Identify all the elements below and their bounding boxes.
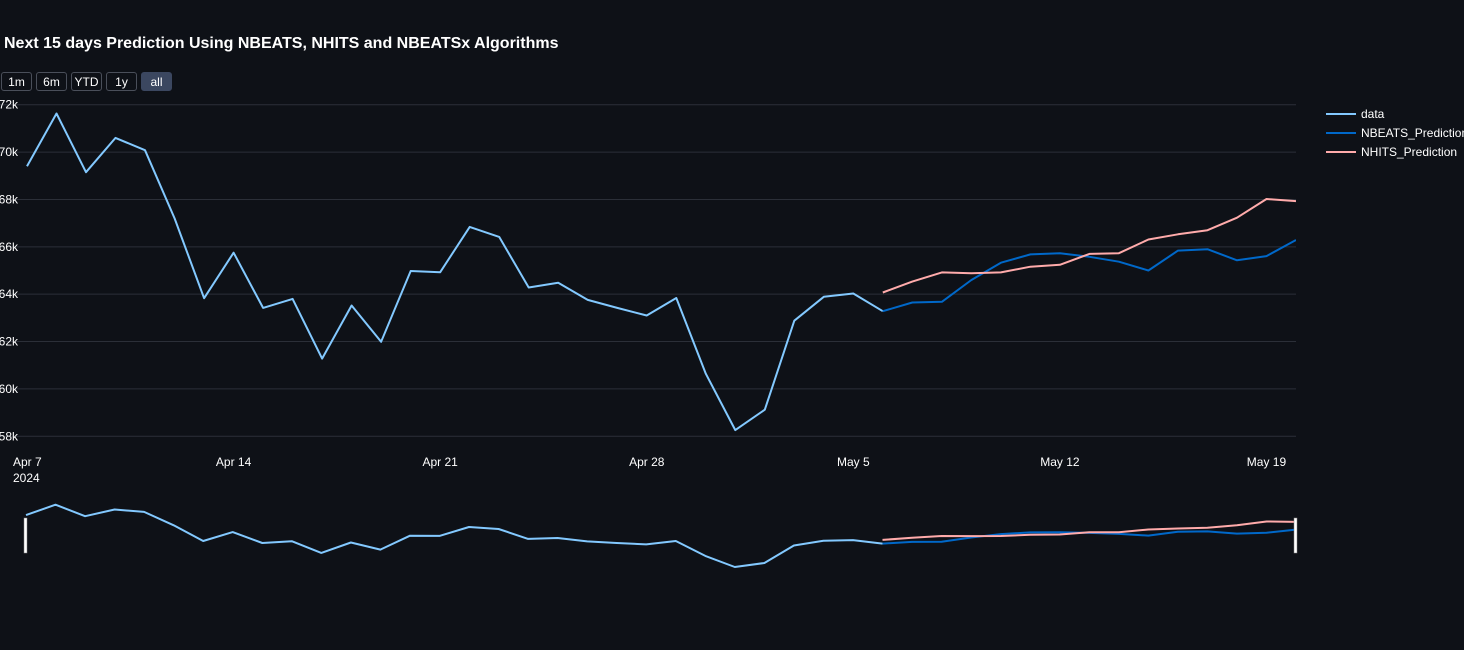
data-point-data[interactable]: [141, 146, 149, 154]
data-point-data[interactable]: [702, 370, 710, 378]
data-point-NHITS_Prediction[interactable]: [1233, 214, 1241, 222]
data-point-NBEATS_Prediction[interactable]: [879, 307, 887, 315]
data-point-data[interactable]: [82, 168, 90, 176]
data-point-NHITS_Prediction[interactable]: [1085, 250, 1093, 258]
data-point-NHITS_Prediction[interactable]: [879, 289, 887, 297]
data-point-data[interactable]: [761, 406, 769, 414]
x-tick-label: Apr 7: [13, 455, 42, 469]
x-axis: Apr 7 2024 Apr 14 Apr 21 Apr 28 May 5 May 12 Ma…: [13, 455, 1286, 485]
data-point-NHITS_Prediction[interactable]: [1144, 235, 1152, 243]
data-point-NHITS_Prediction[interactable]: [1292, 197, 1300, 205]
data-point-NHITS_Prediction[interactable]: [1115, 249, 1123, 257]
series-line-data[interactable]: [27, 114, 883, 431]
x-tick-label: Apr 14: [216, 455, 252, 469]
y-tick-label: 70k: [0, 145, 19, 159]
data-point-NHITS_Prediction[interactable]: [1056, 261, 1064, 269]
data-point-data[interactable]: [790, 317, 798, 325]
data-point-NHITS_Prediction[interactable]: [1262, 195, 1270, 203]
x-tick-label: May 5: [837, 455, 870, 469]
data-point-data[interactable]: [525, 284, 533, 292]
data-point-data[interactable]: [289, 295, 297, 303]
data-point-data[interactable]: [466, 223, 474, 231]
data-point-data[interactable]: [849, 289, 857, 297]
y-tick-label: 66k: [0, 240, 19, 254]
y-tick-label: 62k: [0, 335, 19, 349]
data-point-NHITS_Prediction[interactable]: [908, 278, 916, 286]
plot-area[interactable]: [23, 109, 1300, 434]
data-point-data[interactable]: [230, 249, 238, 257]
y-axis: 58k 60k 62k 64k 66k 68k 70k 72k: [0, 98, 19, 444]
data-point-data[interactable]: [672, 294, 680, 302]
data-point-data[interactable]: [53, 109, 61, 117]
data-point-data[interactable]: [23, 162, 31, 170]
legend-item-NBEATS_Prediction[interactable]: NBEATS_Prediction: [1326, 126, 1464, 140]
data-point-NBEATS_Prediction[interactable]: [908, 298, 916, 306]
data-point-data[interactable]: [820, 293, 828, 301]
legend-label: NHITS_Prediction: [1361, 145, 1457, 159]
legend-label: data: [1361, 107, 1385, 121]
y-tick-label: 64k: [0, 287, 19, 301]
slider-line-NHITS_Prediction: [883, 522, 1297, 540]
data-point-data[interactable]: [348, 302, 356, 310]
legend-item-data[interactable]: data: [1326, 107, 1385, 121]
legend-label: NBEATS_Prediction: [1361, 126, 1464, 140]
data-point-data[interactable]: [377, 338, 385, 346]
y-tick-label: 68k: [0, 192, 19, 206]
data-point-NBEATS_Prediction[interactable]: [1174, 247, 1182, 255]
data-point-NBEATS_Prediction[interactable]: [1115, 258, 1123, 266]
data-point-NBEATS_Prediction[interactable]: [1262, 252, 1270, 260]
x-tick-sublabel: 2024: [13, 471, 40, 485]
legend-item-NHITS_Prediction[interactable]: NHITS_Prediction: [1326, 145, 1457, 159]
legend: data NBEATS_Prediction NHITS_Prediction: [1326, 107, 1464, 159]
data-point-NBEATS_Prediction[interactable]: [1203, 245, 1211, 253]
range-slider[interactable]: [24, 505, 1297, 567]
data-point-data[interactable]: [259, 304, 267, 312]
data-point-data[interactable]: [584, 296, 592, 304]
series-line-NHITS_Prediction[interactable]: [883, 199, 1296, 293]
y-tick-label: 60k: [0, 382, 19, 396]
slider-line-data: [26, 505, 883, 567]
data-point-data[interactable]: [554, 279, 562, 287]
data-point-NBEATS_Prediction[interactable]: [1144, 267, 1152, 275]
y-tick-label: 72k: [0, 98, 19, 112]
slider-handle-left[interactable]: [24, 518, 27, 553]
data-point-data[interactable]: [436, 268, 444, 276]
data-point-data[interactable]: [171, 214, 179, 222]
x-tick-label: May 12: [1040, 455, 1080, 469]
data-point-NHITS_Prediction[interactable]: [1026, 263, 1034, 271]
data-point-NBEATS_Prediction[interactable]: [1233, 256, 1241, 264]
data-point-data[interactable]: [731, 426, 739, 434]
data-point-data[interactable]: [112, 134, 120, 142]
data-point-NHITS_Prediction[interactable]: [1203, 226, 1211, 234]
y-tick-label: 58k: [0, 429, 19, 443]
data-point-NBEATS_Prediction[interactable]: [1056, 249, 1064, 257]
data-point-NHITS_Prediction[interactable]: [1174, 230, 1182, 238]
data-point-NBEATS_Prediction[interactable]: [1026, 250, 1034, 258]
data-point-NHITS_Prediction[interactable]: [967, 269, 975, 277]
data-point-data[interactable]: [318, 355, 326, 363]
x-tick-label: Apr 21: [422, 455, 458, 469]
data-point-data[interactable]: [643, 311, 651, 319]
data-point-NBEATS_Prediction[interactable]: [997, 259, 1005, 267]
data-point-NBEATS_Prediction[interactable]: [938, 298, 946, 306]
data-point-NHITS_Prediction[interactable]: [997, 268, 1005, 276]
data-point-data[interactable]: [495, 233, 503, 241]
data-point-data[interactable]: [613, 304, 621, 312]
data-point-NBEATS_Prediction[interactable]: [1292, 236, 1300, 244]
slider-handle-right[interactable]: [1294, 518, 1297, 553]
data-point-data[interactable]: [407, 267, 415, 275]
x-tick-label: Apr 28: [629, 455, 665, 469]
x-tick-label: May 19: [1247, 455, 1287, 469]
data-point-data[interactable]: [200, 294, 208, 302]
data-point-NHITS_Prediction[interactable]: [938, 268, 946, 276]
